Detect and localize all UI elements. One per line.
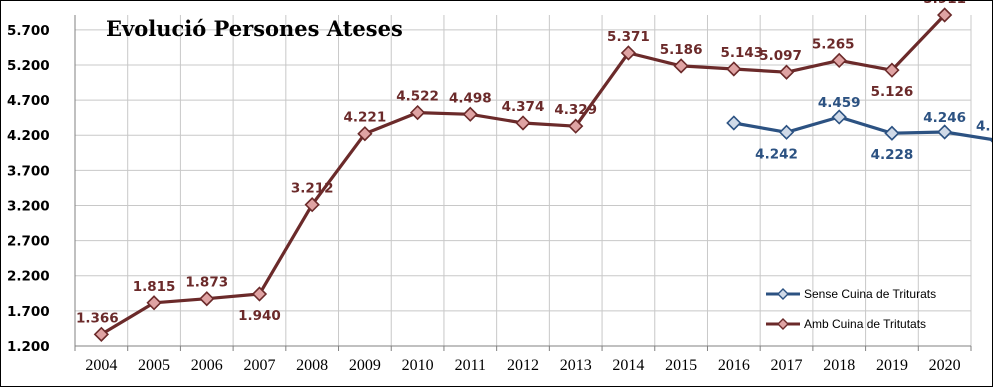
data-point-sense <box>778 124 795 140</box>
data-point-sense <box>884 125 900 141</box>
data-point-amb <box>199 291 215 307</box>
data-point-amb <box>673 58 689 74</box>
data-label-sense: 4.459 <box>818 95 861 111</box>
x-tick-label: 2011 <box>455 357 486 374</box>
data-label-sense: 4.242 <box>755 146 798 162</box>
x-tick-label: 2009 <box>349 357 381 374</box>
x-tick-label: 2016 <box>718 357 750 374</box>
legend-marker-amb <box>777 318 789 330</box>
data-label-amb: 5.186 <box>660 42 703 58</box>
data-label-amb: 1.873 <box>185 275 228 291</box>
x-tick-label: 2020 <box>929 357 961 374</box>
data-point-sense <box>831 109 847 125</box>
y-tick-label: 2.200 <box>7 269 50 285</box>
data-label-amb: 5.097 <box>759 48 802 64</box>
data-point-amb <box>726 61 742 77</box>
data-label-amb: 4.498 <box>449 90 492 106</box>
data-label-amb: 5.371 <box>607 29 650 45</box>
data-point-amb <box>831 52 847 69</box>
data-label-amb: 4.522 <box>396 89 439 105</box>
data-point-amb <box>146 295 162 311</box>
data-label-amb: 1.366 <box>76 310 119 326</box>
x-tick-label: 2013 <box>560 357 592 374</box>
x-tick-label: 2004 <box>85 357 117 374</box>
data-point-sense <box>726 115 742 131</box>
y-tick-label: 1.200 <box>7 339 50 355</box>
data-label-amb: 5.126 <box>871 84 914 100</box>
data-label-amb: 1.815 <box>133 279 176 295</box>
x-tick-label: 2007 <box>243 357 275 374</box>
data-point-amb <box>409 104 426 121</box>
series-lines <box>93 7 992 342</box>
data-label-sense: 4.128 <box>976 118 992 134</box>
x-tick-label: 2005 <box>138 357 170 374</box>
y-tick-label: 3.700 <box>7 163 50 179</box>
data-point-amb <box>778 64 795 80</box>
data-label-amb: 1.940 <box>238 308 281 324</box>
data-label-amb: 5.143 <box>720 45 763 61</box>
legend-label-amb: Amb Cuina de Tritutats <box>804 317 926 331</box>
data-point-amb <box>620 45 637 61</box>
chart-title: Evolució Persones Ateses <box>106 16 403 41</box>
x-tick-label: 2018 <box>823 357 855 374</box>
data-label-amb: 5.911 <box>923 1 966 7</box>
data-label-amb: 4.221 <box>344 110 387 126</box>
x-tick-label: 2015 <box>665 357 697 374</box>
legend-label-sense: Sense Cuina de Triturats <box>804 287 936 301</box>
data-label-amb: 5.265 <box>812 36 855 52</box>
data-point-amb <box>357 126 373 142</box>
data-label-amb: 4.329 <box>554 102 597 118</box>
x-tick-label: 2017 <box>771 357 803 374</box>
data-labels: 1.366 1.815 1.873 1.940 3.212 4.221 4.522 4.498… <box>76 1 992 326</box>
x-tick-label: 2008 <box>296 357 328 374</box>
legend-marker-sense <box>777 288 789 300</box>
y-tick-label: 2.700 <box>7 234 50 250</box>
x-tick-label: 2012 <box>507 357 539 374</box>
x-tick-label: 2006 <box>191 357 223 374</box>
data-point-amb <box>515 115 531 131</box>
legend: Sense Cuina de Triturats Amb Cuina de Tri… <box>766 287 936 331</box>
y-tick-label: 4.700 <box>7 93 50 109</box>
gridlines <box>74 15 972 346</box>
data-label-sense: 4.228 <box>871 147 914 163</box>
data-point-amb <box>462 106 478 122</box>
y-tick-label: 5.200 <box>7 58 50 74</box>
data-point-amb <box>93 326 109 342</box>
x-tick-label: 2014 <box>612 357 644 374</box>
data-label-amb: 4.374 <box>502 99 545 115</box>
data-point-amb <box>304 197 320 213</box>
data-label-amb: 3.212 <box>291 181 334 197</box>
x-tick-label: 2010 <box>402 357 434 374</box>
data-point-sense <box>989 137 992 143</box>
data-point-amb <box>884 62 900 78</box>
y-tick-label: 1.700 <box>7 304 50 320</box>
data-point-amb <box>251 286 268 302</box>
y-tick-label: 4.200 <box>7 128 50 144</box>
data-label-sense: 4.246 <box>923 110 966 126</box>
data-point-sense <box>937 124 953 140</box>
y-tick-label: 5.700 <box>7 23 50 39</box>
y-tick-label: 3.200 <box>7 198 50 214</box>
data-point-amb <box>937 7 953 23</box>
x-tick-label: 2019 <box>876 357 908 374</box>
data-point-amb <box>568 118 584 134</box>
axes: 1.200 1.700 2.200 2.700 3.200 3.700 4.200 4.700… <box>7 15 972 374</box>
